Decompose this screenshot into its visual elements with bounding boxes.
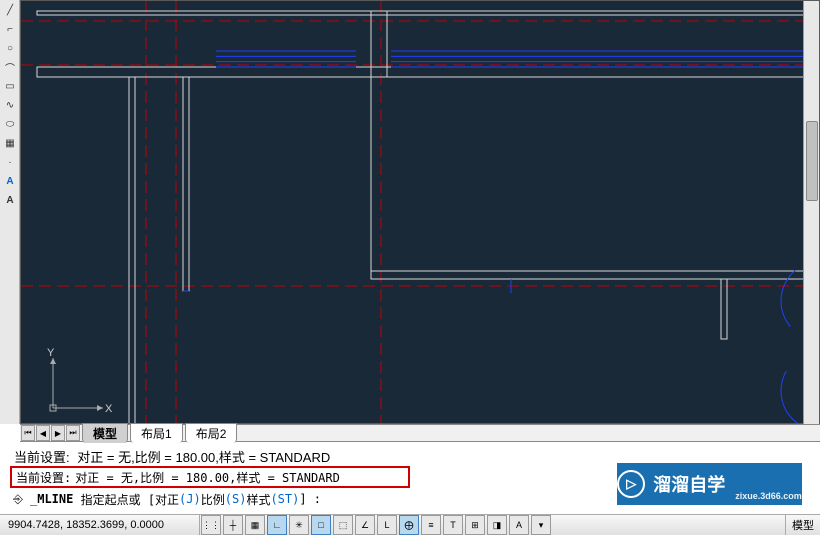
tab-layout2[interactable]: 布局2 (185, 423, 238, 443)
settings-box-label: 当前设置: (16, 469, 71, 486)
status-sc-button[interactable]: ◨ (487, 515, 507, 535)
tool-hatch-icon[interactable]: ▦ (1, 134, 19, 152)
status-ducs-button[interactable]: L (377, 515, 397, 535)
status-ortho-button[interactable]: ∟ (267, 515, 287, 535)
status-dyn-button[interactable]: ⨁ (399, 515, 419, 535)
status-toggle-group: ⋮⋮┼▦∟✳□⬚∠L⨁≡T⊞◨A▾ (200, 515, 552, 535)
command-opt-j[interactable]: (J) (179, 492, 201, 506)
command-prompt-text (73, 492, 80, 506)
tab-layout1[interactable]: 布局1 (130, 423, 183, 443)
current-settings-label: 当前设置: 对正 = 无,比例 = 180.00,样式 = STANDARD (10, 446, 334, 467)
left-toolbar: ╱ ⌐ ○ ⌒ ▭ ∿ ⬭ ▦ · A A (0, 0, 20, 424)
status-lwt-button[interactable]: ≡ (421, 515, 441, 535)
tool-spline-icon[interactable]: ∿ (1, 96, 19, 114)
tool-pline-icon[interactable]: ⌐ (1, 20, 19, 38)
status-otrack-button[interactable]: ∠ (355, 515, 375, 535)
settings-label-text: 当前设置: (14, 450, 70, 465)
settings-value-text: 对正 = 无,比例 = 180.00,样式 = STANDARD (77, 450, 330, 465)
status-polar-button[interactable]: ✳ (289, 515, 309, 535)
status-grid-dots-button[interactable]: ⋮⋮ (201, 515, 221, 535)
tool-line-icon[interactable]: ╱ (1, 1, 19, 19)
command-opt-st[interactable]: (ST) (270, 492, 299, 506)
tool-text-icon[interactable]: A (1, 172, 19, 190)
settings-highlight-box: 当前设置: 对正 = 无,比例 = 180.00,样式 = STANDARD (10, 466, 410, 488)
status-model-label[interactable]: 模型 (785, 515, 820, 535)
command-separator: _ (30, 492, 37, 506)
drawing-canvas[interactable]: X Y (20, 0, 820, 424)
vertical-scrollbar[interactable] (803, 1, 819, 425)
tool-arc-icon[interactable]: ⌒ (1, 58, 19, 76)
command-mid1: 比例 (201, 491, 225, 508)
watermark-text: 溜溜自学 (653, 471, 725, 497)
tool-ellipse-icon[interactable]: ⬭ (1, 115, 19, 133)
layout-tab-row: ⏮ ◀ ▶ ⏭ 模型 布局1 布局2 (20, 424, 820, 442)
cad-drawing (21, 1, 819, 423)
status-snap-button[interactable]: ┼ (223, 515, 243, 535)
status-tpy-button[interactable]: T (443, 515, 463, 535)
tool-mtext-icon[interactable]: A (1, 191, 19, 209)
coordinates-display[interactable]: 9904.7428, 18352.3699, 0.0000 (0, 515, 200, 535)
status-qp-button[interactable]: ⊞ (465, 515, 485, 535)
status-osnap-button[interactable]: □ (311, 515, 331, 535)
command-end: ] : (299, 492, 321, 506)
status-work-button[interactable]: ▾ (531, 515, 551, 535)
command-name: MLINE (37, 492, 73, 506)
status-ann-button[interactable]: A (509, 515, 529, 535)
tool-point-icon[interactable]: · (1, 153, 19, 171)
status-grid-button[interactable]: ▦ (245, 515, 265, 535)
command-opt-s[interactable]: (S) (225, 492, 247, 506)
tab-model[interactable]: 模型 (82, 423, 128, 443)
tab-first-button[interactable]: ⏮ (21, 425, 35, 441)
vertical-scrollbar-thumb[interactable] (806, 121, 818, 201)
watermark-url: zixue.3d66.com (735, 491, 802, 501)
command-prompt-body: 指定起点或 [对正 (81, 491, 179, 508)
play-icon: ▷ (617, 470, 645, 498)
command-line[interactable]: ⎆ _ MLINE 指定起点或 [对正 (J) 比例 (S) 样式 (ST) ]… (10, 490, 610, 508)
tab-prev-button[interactable]: ◀ (36, 425, 50, 441)
status-bar: 9904.7428, 18352.3699, 0.0000 ⋮⋮┼▦∟✳□⬚∠L… (0, 514, 820, 535)
tool-circle-icon[interactable]: ○ (1, 39, 19, 57)
tool-rect-icon[interactable]: ▭ (1, 77, 19, 95)
command-prompt-icon: ⎆ (10, 491, 26, 507)
command-mid2: 样式 (246, 491, 270, 508)
status-3dosnap-button[interactable]: ⬚ (333, 515, 353, 535)
watermark-badge: ▷ 溜溜自学 zixue.3d66.com (617, 463, 802, 505)
settings-box-text: 对正 = 无,比例 = 180.00,样式 = STANDARD (75, 469, 340, 486)
tab-next-button[interactable]: ▶ (51, 425, 65, 441)
tab-last-button[interactable]: ⏭ (66, 425, 80, 441)
